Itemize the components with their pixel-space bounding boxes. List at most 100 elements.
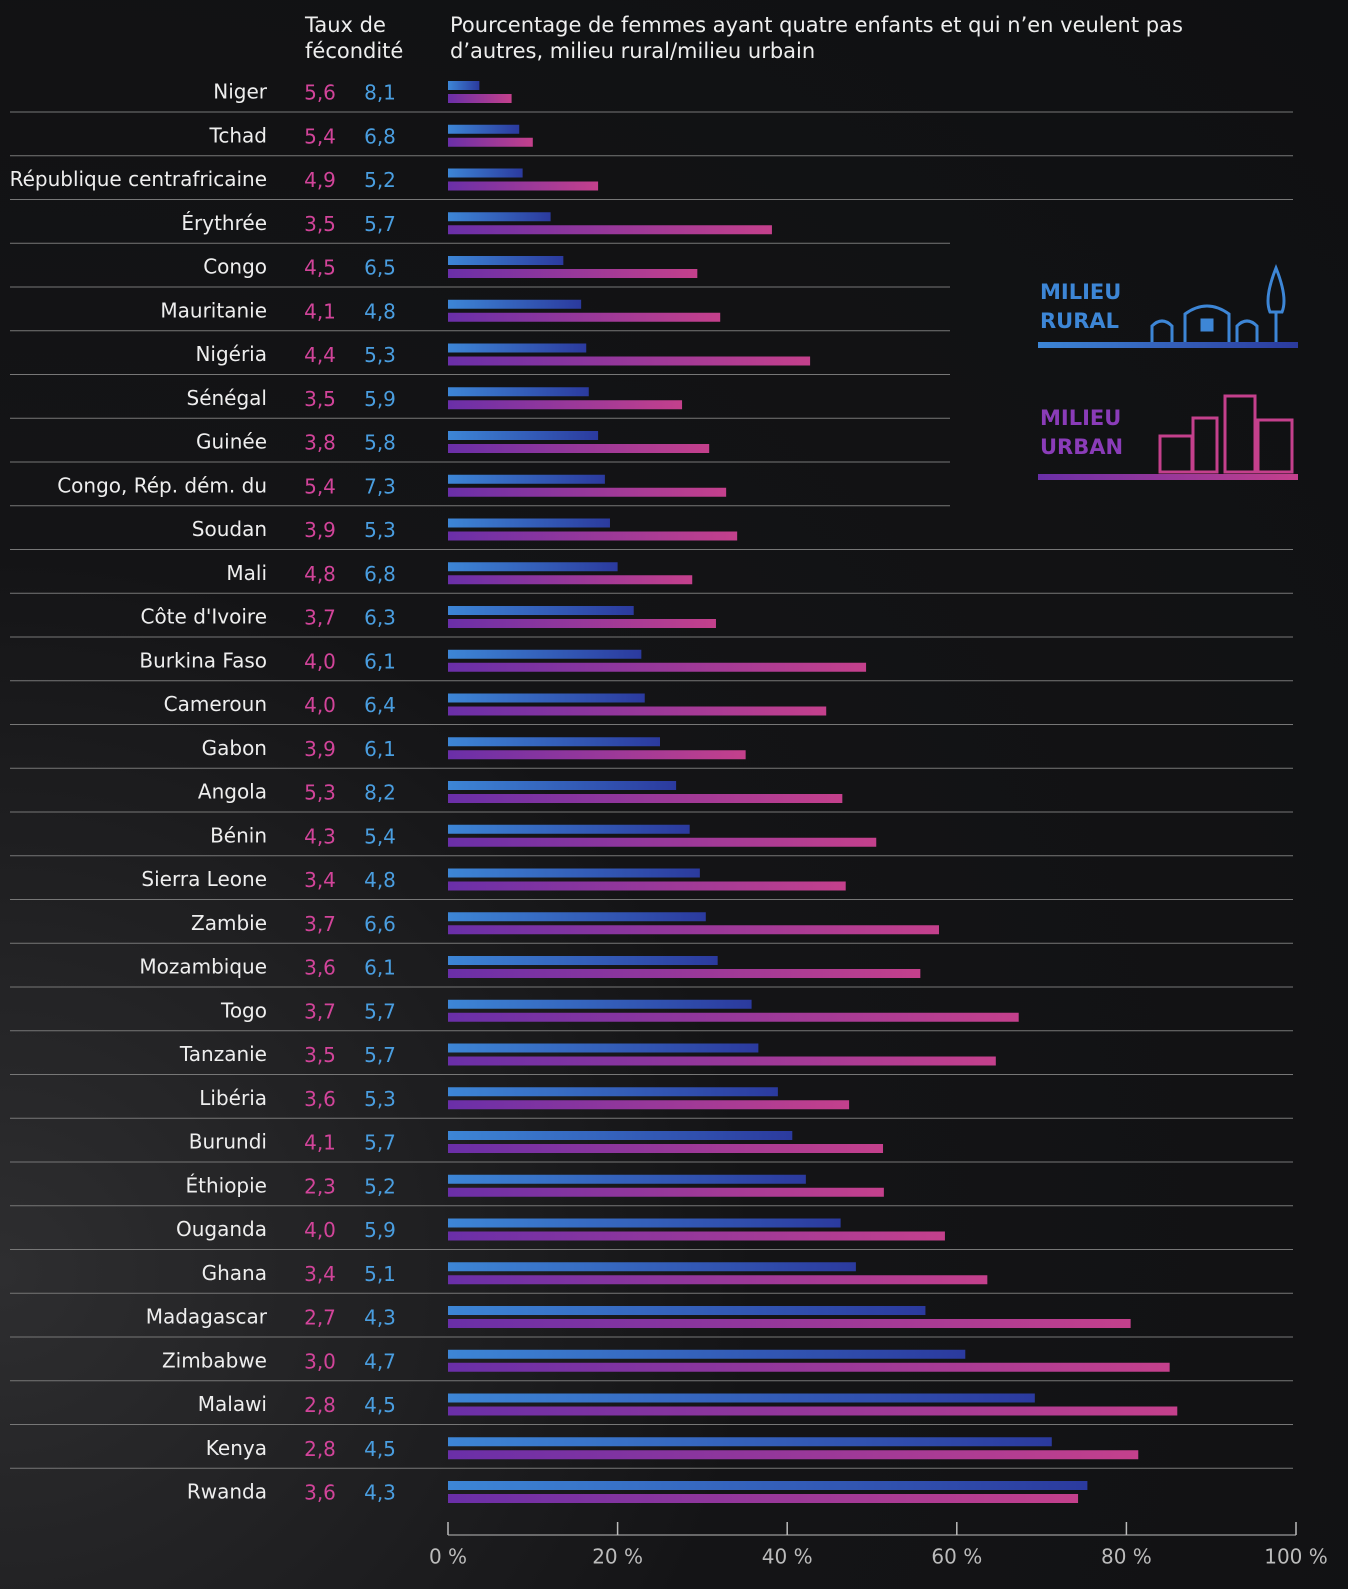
fertility-value: 4,3 [364,1481,396,1505]
country-label: Zimbabwe [162,1348,267,1372]
bar [448,312,721,322]
bar [448,1262,856,1272]
bar [448,531,738,541]
country-label: Tchad [209,123,267,147]
bar [448,1174,806,1184]
fertility-value: 5,8 [364,431,396,455]
bar [448,1450,1139,1460]
bar [448,124,520,134]
fertility-value: 5,6 [304,81,336,105]
bar [448,269,698,278]
bar [448,181,599,191]
bar [448,999,752,1009]
legend-rural: MILIEU RURAL [1040,280,1122,333]
fertility-value: 3,6 [304,1087,336,1111]
fertility-value: 5,7 [364,1131,396,1155]
bar [448,256,564,265]
bar [448,356,811,366]
fertility-value: 6,1 [364,737,396,761]
fertility-value: 5,4 [364,824,396,848]
fertility-value: 4,5 [364,1393,396,1417]
bar [448,1144,884,1153]
country-label: République centrafricaine [10,167,267,191]
bar [448,431,599,440]
fertility-value: 3,7 [304,912,336,936]
fertility-value: 4,8 [364,868,396,892]
country-label: Kenya [206,1436,267,1460]
fertility-value: 5,2 [364,168,396,192]
fertility-value: 8,2 [364,781,396,805]
fertility-value: 2,3 [304,1174,336,1198]
country-label: Rwanda [187,1480,267,1504]
country-label: Cameroun [164,692,267,716]
country-label: Érythrée [181,211,267,235]
country-label: Zambie [191,911,267,935]
bar [448,1056,996,1066]
fertility-value: 6,6 [364,912,396,936]
bar [448,1275,988,1285]
bar [448,706,827,716]
country-label: Congo, Rép. dém. du [57,473,267,497]
fertility-value: 5,1 [364,1262,396,1286]
bar [448,1231,945,1241]
fertility-value: 3,4 [304,868,336,892]
x-tick-label: 40 % [762,1545,813,1569]
country-label: Guinée [196,430,267,454]
bar [448,1218,841,1228]
legend-line [1038,474,1298,480]
fertility-value: 3,9 [304,518,336,542]
bar [448,1319,1131,1328]
country-label: Soudan [192,517,267,541]
bar [448,1306,926,1315]
fertility-value: 5,9 [364,387,396,411]
country-label: Sierra Leone [141,867,267,891]
rural-icon [1150,263,1286,342]
bar [448,824,690,834]
bar [448,1362,1170,1372]
bar [448,168,523,178]
fertility-value: 3,6 [304,956,336,980]
fertility-value: 4,7 [364,1349,396,1373]
bar [448,1087,778,1097]
country-label: Côte d'Ivoire [140,605,267,629]
fertility-value: 2,7 [304,1306,336,1330]
x-tick-label: 80 % [1101,1545,1152,1569]
country-label: Togo [220,998,267,1022]
bar [448,1393,1035,1403]
fertility-value: 4,0 [304,693,336,717]
x-tick-label: 20 % [592,1545,643,1569]
urban-icon [1158,394,1294,474]
x-tick-label: 60 % [931,1545,982,1569]
country-label: Éthiopie [185,1173,267,1197]
fertility-value: 7,3 [364,474,396,498]
country-label: Congo [203,255,267,279]
fertility-value: 5,7 [364,212,396,236]
fertility-value: 3,8 [304,431,336,455]
bar [448,969,921,978]
bar [448,94,512,103]
fertility-value: 4,4 [304,343,336,367]
country-label: Nigéria [195,342,267,366]
fertility-value: 3,5 [304,387,336,411]
bar [448,137,533,147]
bar [448,781,677,790]
bar [448,1406,1178,1416]
legend-urban: MILIEU URBAN [1040,406,1124,459]
fertility-value: 2,8 [304,1437,336,1461]
fertility-value: 4,8 [364,299,396,323]
fertility-value: 5,4 [304,474,336,498]
fertility-value: 4,1 [304,1131,336,1155]
bar [448,487,727,497]
country-label: Ouganda [176,1217,267,1241]
country-label: Libéria [199,1086,267,1110]
country-label: Malawi [198,1392,267,1416]
bar [448,925,939,935]
legend-line [1038,342,1298,348]
bar [448,868,700,878]
country-label: Sénégal [187,386,268,410]
fertility-value: 3,9 [304,737,336,761]
fertility-value: 3,4 [304,1262,336,1286]
fertility-value: 6,1 [364,956,396,980]
